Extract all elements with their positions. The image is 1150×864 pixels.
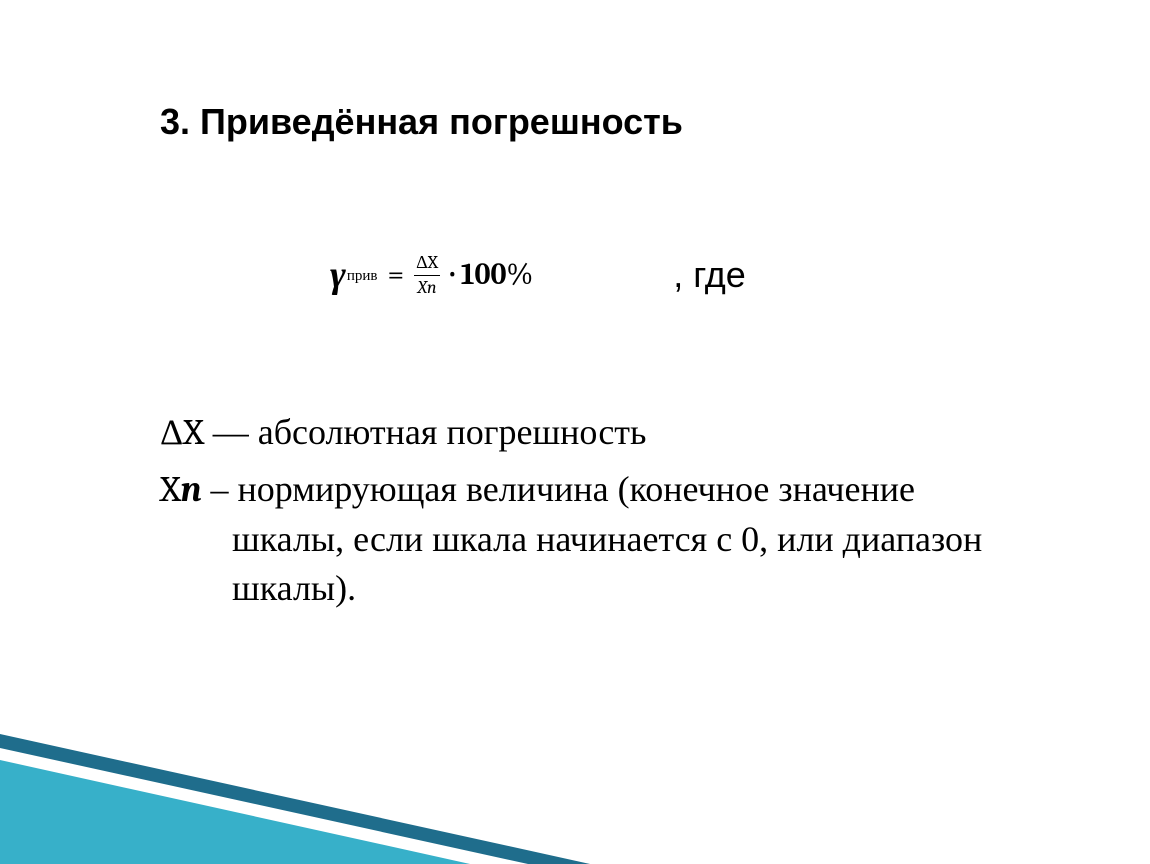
fraction-bar <box>414 275 440 276</box>
symbol-xn-sub: n <box>181 469 202 510</box>
formula-row: γприв = ΔX Xn ∙ 100% , где <box>330 253 1020 298</box>
gamma-subscript: прив <box>347 268 378 283</box>
equals-sign: = <box>387 260 404 290</box>
definition-xn-text: нормирующая величина (конечное значение … <box>232 469 982 607</box>
dash: — <box>204 412 258 452</box>
symbol-delta-x: ΔX <box>160 412 204 453</box>
fraction-numerator: ΔX <box>414 253 440 273</box>
triangle-icon <box>0 734 590 864</box>
multiplication-dot: ∙ <box>448 260 457 290</box>
fraction: ΔX Xn <box>414 253 440 298</box>
definition-delta-x-text: абсолютная погрешность <box>258 412 647 452</box>
hundred: 100 <box>461 260 507 290</box>
symbol-x: X <box>160 469 181 510</box>
reduced-error-formula: γприв = ΔX Xn ∙ 100% <box>330 253 533 298</box>
definitions: ΔX — абсолютная погрешность Xn – нормиру… <box>160 408 1020 612</box>
symbol-gamma: γ <box>330 256 346 294</box>
fraction-denominator: Xn <box>415 278 438 298</box>
where-label: , где <box>673 254 746 296</box>
definition-xn: Xn – нормирующая величина (конечное знач… <box>160 465 1020 612</box>
symbol-xn: Xn <box>160 469 202 510</box>
percent-sign: % <box>507 260 534 290</box>
definition-delta-x: ΔX — абсолютная погрешность <box>160 408 1020 458</box>
dash: – <box>202 469 238 509</box>
section-heading: 3. Приведённая погрешность <box>160 100 1020 143</box>
slide-content: 3. Приведённая погрешность γприв = ΔX Xn… <box>160 100 1020 620</box>
decorative-corner-triangle <box>0 734 590 864</box>
